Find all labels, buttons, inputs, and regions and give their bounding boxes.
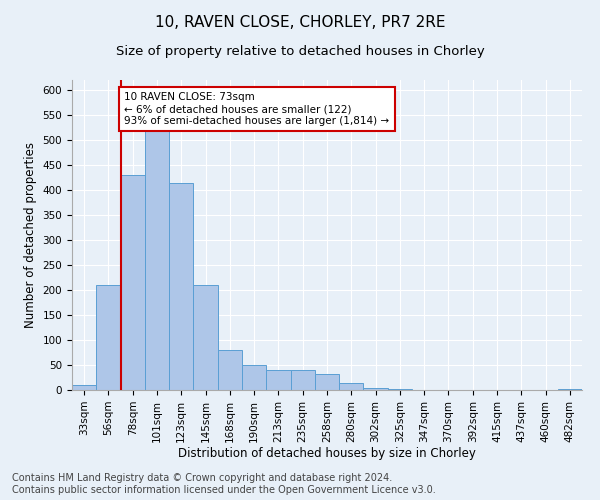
Text: 10, RAVEN CLOSE, CHORLEY, PR7 2RE: 10, RAVEN CLOSE, CHORLEY, PR7 2RE — [155, 15, 445, 30]
Bar — [72, 385, 96, 390]
Bar — [339, 382, 364, 390]
Bar — [266, 370, 290, 390]
Text: Size of property relative to detached houses in Chorley: Size of property relative to detached ho… — [116, 45, 484, 58]
Bar — [290, 370, 315, 390]
Bar — [193, 285, 218, 390]
Bar — [96, 285, 121, 390]
Bar — [315, 374, 339, 390]
Bar — [242, 365, 266, 390]
Bar — [169, 182, 193, 390]
Y-axis label: Number of detached properties: Number of detached properties — [24, 142, 37, 328]
Bar — [121, 175, 145, 390]
Bar — [388, 389, 412, 390]
Text: Contains HM Land Registry data © Crown copyright and database right 2024.
Contai: Contains HM Land Registry data © Crown c… — [12, 474, 436, 495]
Bar — [558, 389, 582, 390]
Bar — [145, 120, 169, 390]
Bar — [218, 350, 242, 390]
X-axis label: Distribution of detached houses by size in Chorley: Distribution of detached houses by size … — [178, 448, 476, 460]
Text: 10 RAVEN CLOSE: 73sqm
← 6% of detached houses are smaller (122)
93% of semi-deta: 10 RAVEN CLOSE: 73sqm ← 6% of detached h… — [124, 92, 389, 126]
Bar — [364, 388, 388, 390]
